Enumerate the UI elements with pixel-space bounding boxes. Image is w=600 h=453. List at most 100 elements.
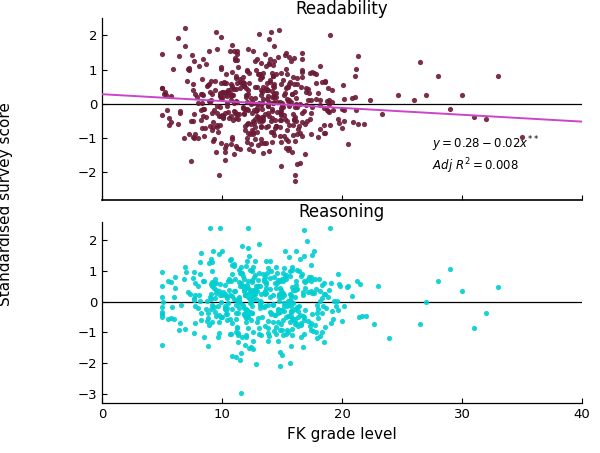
Point [286,302,296,309]
Point [252,318,262,325]
Point [286,78,295,86]
Point [160,88,170,95]
Point [254,269,263,276]
Point [193,100,203,107]
Point [211,287,220,294]
Point [157,304,167,311]
Point [308,327,317,334]
Point [199,56,208,63]
Point [196,116,206,124]
Point [337,317,347,324]
Point [176,108,185,115]
Point [195,298,205,305]
Point [311,79,321,87]
Point [277,327,287,334]
Point [239,310,249,318]
Point [251,67,261,74]
Point [232,75,241,82]
Point [227,135,237,143]
Point [244,224,253,231]
Point [284,80,294,87]
Point [203,342,213,350]
Point [313,305,323,312]
Point [216,112,226,119]
Point [287,317,297,324]
Point [303,85,313,92]
Point [236,279,246,286]
Point [248,286,258,294]
Point [493,73,503,80]
Point [291,118,301,125]
Point [251,107,261,114]
Point [281,331,290,338]
Point [262,79,272,86]
Point [224,286,234,294]
Point [220,148,230,155]
Point [293,308,303,315]
Point [265,308,275,315]
Point [292,285,302,292]
Point [196,106,206,114]
Point [273,337,283,344]
Point [211,87,220,94]
Point [262,86,272,93]
Point [257,59,266,66]
Point [273,277,283,284]
Point [457,288,467,295]
Point [268,87,277,95]
Point [258,150,268,157]
Point [287,264,296,271]
Point [237,242,247,250]
Point [267,107,277,115]
Point [281,313,291,320]
Point [297,68,307,76]
Point [352,65,361,72]
Point [305,115,315,122]
Point [242,67,251,75]
Point [275,326,285,333]
Point [298,55,307,62]
Point [279,264,289,271]
Point [227,133,237,140]
Point [282,84,292,91]
Point [261,85,271,92]
Point [263,301,272,308]
Point [287,91,297,98]
Point [262,87,271,94]
Point [232,144,242,151]
Point [226,80,236,87]
Point [325,122,335,129]
Point [299,331,309,338]
Title: Readability: Readability [296,0,388,18]
Point [277,290,287,297]
Point [377,111,387,118]
Point [303,289,313,296]
Point [196,317,206,324]
Point [276,321,286,328]
Point [217,63,226,71]
Point [246,100,256,107]
Point [248,131,258,138]
Point [256,332,266,339]
Point [297,109,307,116]
Point [299,226,308,233]
Point [343,282,353,289]
Point [237,269,247,276]
Point [202,298,212,305]
Point [277,81,286,88]
Point [242,306,251,313]
Point [247,109,256,116]
Point [291,319,301,326]
Point [269,80,279,87]
Point [190,319,200,326]
Point [309,289,319,296]
Point [296,101,305,108]
Point [284,328,293,335]
Point [283,327,292,334]
Point [269,58,278,65]
Point [215,90,225,97]
Point [256,70,265,77]
Point [266,129,276,136]
Point [469,324,479,331]
Point [271,324,281,331]
